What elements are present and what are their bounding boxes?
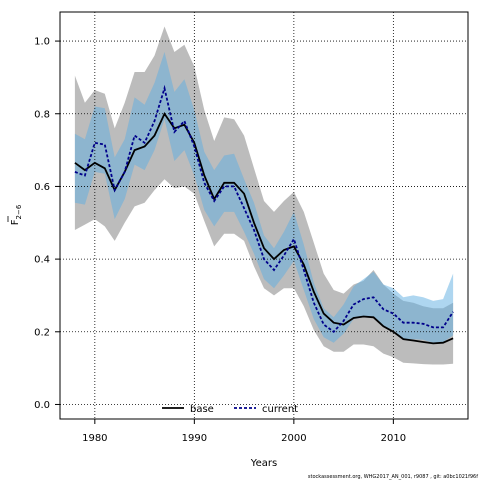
y-tick-label-0.2: 0.2 bbox=[34, 327, 50, 338]
band-current bbox=[74, 52, 454, 343]
y-axis-label-subscript: 2−6 bbox=[15, 204, 23, 219]
y-axis: 0.0 0.2 0.4 0.6 0.8 1.0 bbox=[34, 37, 60, 411]
legend: base current bbox=[162, 404, 298, 415]
legend-base-label: base bbox=[190, 404, 214, 415]
y-axis-label-main: F bbox=[10, 219, 21, 225]
y-axis-label: F2−6 bbox=[10, 204, 23, 225]
x-axis: 1980 1990 2000 2010 bbox=[82, 419, 406, 444]
y-tick-label-0.8: 0.8 bbox=[34, 109, 50, 120]
x-tick-label-1990: 1990 bbox=[182, 433, 207, 444]
series-line-base bbox=[74, 111, 454, 345]
x-tick-label-2010: 2010 bbox=[381, 433, 406, 444]
y-tick-label-0: 0.0 bbox=[34, 400, 50, 411]
confidence-bands bbox=[74, 26, 454, 365]
y-tick-label-0.6: 0.6 bbox=[34, 182, 50, 193]
x-axis-label: Years bbox=[250, 458, 277, 469]
series-lines bbox=[74, 84, 454, 345]
x-tick-label-2000: 2000 bbox=[281, 433, 306, 444]
footnote: stockassessment.org, WHG2017_AN_001, r90… bbox=[308, 474, 478, 480]
series-line-current bbox=[74, 84, 454, 334]
y-tick-label-1: 1.0 bbox=[34, 37, 50, 48]
y-tick-label-0.4: 0.4 bbox=[34, 255, 50, 266]
y-axis-label-group: F2−6 bbox=[7, 204, 23, 225]
plot-frame bbox=[59, 11, 469, 420]
x-tick-label-1980: 1980 bbox=[82, 433, 107, 444]
legend-current-label: current bbox=[262, 404, 298, 415]
